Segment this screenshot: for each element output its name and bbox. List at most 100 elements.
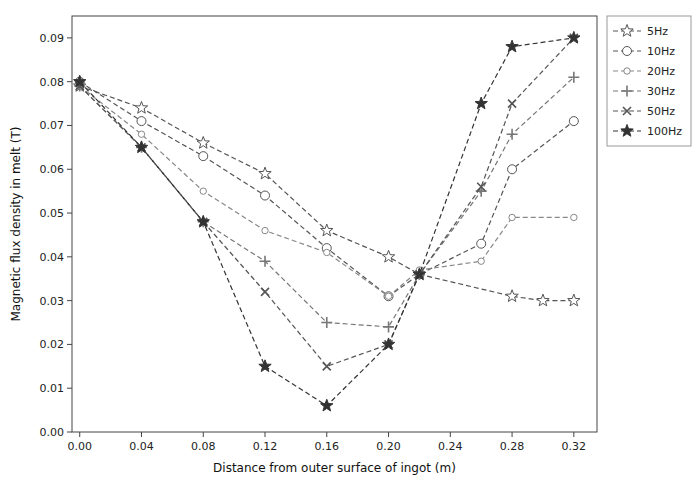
legend-entry: 100Hz: [613, 125, 682, 139]
point-marker: [475, 97, 487, 109]
y-axis-label: Magnetic flux density in melt (T): [9, 126, 23, 321]
y-tick-label: 0.02: [40, 338, 65, 351]
point-marker: [197, 136, 209, 148]
x-tick-label: 0.12: [253, 440, 278, 453]
point-marker: [385, 293, 391, 299]
x-tick-label: 0.20: [376, 440, 401, 453]
series-line: [80, 86, 574, 296]
series-line: [80, 77, 574, 327]
point-marker: [414, 269, 425, 280]
point-marker: [508, 100, 516, 108]
legend-label: 10Hz: [647, 45, 675, 58]
axes: 0.000.040.080.120.160.200.240.280.320.00…: [40, 32, 587, 453]
point-marker: [138, 131, 144, 137]
legend-marker: [621, 125, 633, 137]
point-marker: [413, 268, 425, 280]
point-marker: [259, 360, 271, 372]
x-tick: [388, 432, 389, 437]
x-tick: [450, 432, 451, 437]
point-marker: [568, 72, 579, 83]
series: [74, 31, 580, 411]
x-tick: [265, 432, 266, 437]
point-marker: [506, 290, 518, 302]
point-marker: [135, 101, 147, 113]
point-marker: [262, 227, 268, 233]
point-marker: [323, 362, 331, 370]
point-marker: [509, 214, 515, 220]
point-marker: [571, 214, 577, 220]
y-tick: [67, 388, 72, 389]
plot-frame: [72, 16, 597, 432]
series: [77, 83, 578, 300]
point-marker: [413, 268, 425, 280]
point-marker: [568, 31, 580, 43]
y-tick-label: 0.08: [40, 76, 65, 89]
series-line: [80, 38, 574, 406]
point-marker: [137, 117, 146, 126]
point-marker: [477, 183, 485, 191]
point-marker: [383, 321, 394, 332]
x-tick: [79, 432, 80, 437]
x-tick: [512, 432, 513, 437]
point-marker: [507, 129, 518, 140]
y-tick: [67, 169, 72, 170]
legend-label: 100Hz: [647, 125, 682, 138]
point-marker: [74, 75, 86, 87]
x-tick-label: 0.04: [129, 440, 154, 453]
legend: 5Hz 10Hz 20Hz 30Hz 50Hz 100Hz: [607, 16, 691, 146]
series: [74, 72, 579, 333]
point-marker: [324, 249, 330, 255]
series: [76, 34, 578, 370]
x-tick-label: 0.28: [500, 440, 525, 453]
series-line: [80, 38, 574, 366]
y-tick: [67, 300, 72, 301]
x-tick: [326, 432, 327, 437]
series-line: [80, 86, 574, 301]
x-tick-label: 0.24: [438, 440, 463, 453]
legend-marker: [623, 107, 631, 115]
y-tick-label: 0.00: [40, 426, 65, 439]
point-marker: [382, 338, 394, 350]
series: [74, 80, 580, 306]
legend-entry: 30Hz: [613, 85, 675, 98]
legend-label: 30Hz: [647, 85, 675, 98]
x-tick-label: 0.16: [315, 440, 340, 453]
point-marker: [508, 165, 517, 174]
legend-entry: 20Hz: [613, 65, 675, 78]
point-marker: [321, 224, 333, 236]
x-axis-label: Distance from outer surface of ingot (m): [213, 461, 456, 475]
y-tick: [67, 37, 72, 38]
series-line: [80, 82, 574, 297]
y-tick-label: 0.09: [40, 32, 65, 45]
y-tick: [67, 81, 72, 82]
point-marker: [321, 399, 333, 411]
y-tick-label: 0.06: [40, 163, 65, 176]
point-marker: [569, 117, 578, 126]
x-tick-label: 0.08: [191, 440, 216, 453]
y-tick-label: 0.07: [40, 119, 65, 132]
y-tick: [67, 125, 72, 126]
series: [75, 77, 578, 301]
y-tick-label: 0.01: [40, 382, 65, 395]
point-marker: [478, 258, 484, 264]
y-tick: [67, 213, 72, 214]
y-tick: [67, 256, 72, 257]
legend-entry: 50Hz: [613, 105, 675, 118]
point-marker: [568, 294, 580, 306]
legend-label: 5Hz: [647, 25, 668, 38]
point-marker: [261, 288, 269, 296]
x-tick: [203, 432, 204, 437]
point-marker: [199, 152, 208, 161]
x-tick-label: 0.00: [67, 440, 92, 453]
y-tick-label: 0.05: [40, 207, 65, 220]
x-tick: [573, 432, 574, 437]
y-tick: [67, 344, 72, 345]
y-tick-label: 0.04: [40, 251, 65, 264]
point-marker: [537, 294, 549, 306]
x-tick: [141, 432, 142, 437]
legend-marker: [621, 25, 633, 37]
legend-marker: [624, 68, 630, 74]
point-marker: [321, 317, 332, 328]
legend-label: 20Hz: [647, 65, 675, 78]
point-marker: [506, 40, 518, 52]
